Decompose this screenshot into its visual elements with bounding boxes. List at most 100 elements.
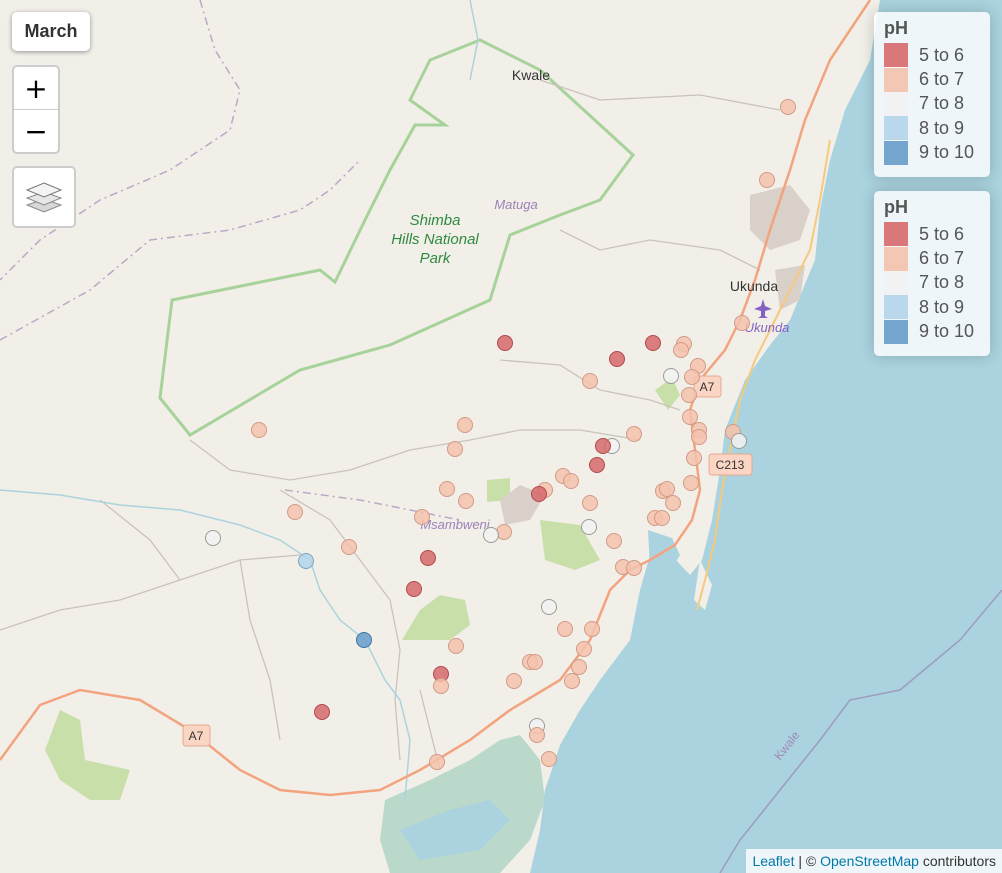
ph-marker-6-7[interactable]	[683, 475, 699, 491]
ph-marker-6-7[interactable]	[734, 315, 750, 331]
place-label-msambweni: Msambweni	[420, 517, 490, 532]
legend-label: 9 to 10	[919, 321, 975, 342]
ph-marker-5-6[interactable]	[531, 486, 547, 502]
ph-marker-6-7[interactable]	[458, 493, 474, 509]
ph-marker-5-6[interactable]	[420, 550, 436, 566]
ph-marker-9-10[interactable]	[356, 632, 372, 648]
park-patch	[45, 710, 130, 800]
ph-marker-7-8[interactable]	[205, 530, 221, 546]
ph-marker-6-7[interactable]	[251, 422, 267, 438]
attribution-suffix: contributors	[918, 853, 996, 869]
ph-marker-6-7[interactable]	[576, 641, 592, 657]
ph-marker-6-7[interactable]	[654, 510, 670, 526]
ph-marker-6-7[interactable]	[780, 99, 796, 115]
ph-marker-6-7[interactable]	[665, 495, 681, 511]
shimba-hills-boundary	[158, 38, 636, 437]
ph-marker-6-7[interactable]	[496, 524, 512, 540]
layers-button[interactable]	[12, 166, 76, 228]
legend-label: 7 to 8	[919, 93, 965, 114]
legend-label: 9 to 10	[919, 142, 975, 163]
legend-label: 8 to 9	[919, 117, 965, 138]
ph-marker-6-7[interactable]	[527, 654, 543, 670]
ph-marker-6-7[interactable]	[287, 504, 303, 520]
legend-swatch	[884, 91, 908, 116]
zoom-out-button[interactable]: −	[24, 114, 48, 148]
ph-marker-6-7[interactable]	[626, 560, 642, 576]
legend-swatch	[884, 222, 908, 247]
legend-label: 5 to 6	[919, 44, 965, 65]
ph-marker-6-7[interactable]	[557, 621, 573, 637]
legend-swatch	[884, 319, 908, 344]
ph-marker-6-7[interactable]	[506, 673, 522, 689]
svg-text:A7: A7	[700, 380, 715, 394]
ph-marker-6-7[interactable]	[582, 373, 598, 389]
ph-marker-6-7[interactable]	[684, 369, 700, 385]
ph-marker-6-7[interactable]	[691, 429, 707, 445]
park-patch	[655, 378, 680, 410]
legend-item: 5 to 6	[884, 222, 980, 247]
ph-marker-7-8[interactable]	[663, 368, 679, 384]
coastal-road	[696, 139, 831, 611]
park-patch	[540, 520, 600, 570]
ph-marker-6-7[interactable]	[439, 481, 455, 497]
ph-marker-7-8[interactable]	[483, 527, 499, 543]
mangrove-water	[400, 800, 510, 860]
admin-boundary	[0, 159, 361, 341]
legend-title: pH	[884, 18, 908, 38]
svg-text:C213: C213	[716, 458, 745, 472]
ph-marker-6-7[interactable]	[433, 678, 449, 694]
ph-marker-6-7[interactable]	[457, 417, 473, 433]
ph-marker-5-6[interactable]	[609, 351, 625, 367]
ph-marker-6-7[interactable]	[341, 539, 357, 555]
legend-swatch	[884, 295, 908, 320]
layers-stack-icon	[25, 182, 63, 213]
zoom-in-button[interactable]: +	[14, 67, 58, 110]
ph-marker-7-8[interactable]	[581, 519, 597, 535]
ph-marker-6-7[interactable]	[541, 751, 557, 767]
ph-marker-6-7[interactable]	[564, 673, 580, 689]
ph-marker-5-6[interactable]	[589, 457, 605, 473]
airport-icon	[754, 299, 772, 318]
ph-marker-5-6[interactable]	[497, 335, 513, 351]
legend-ph-2: pH 5 to 6 6 to 7 7 to 8 8 to 9 9 to 10	[874, 191, 990, 356]
ph-marker-6-7[interactable]	[563, 473, 579, 489]
ph-marker-6-7[interactable]	[582, 495, 598, 511]
ph-marker-6-7[interactable]	[659, 481, 675, 497]
ph-marker-6-7[interactable]	[673, 342, 689, 358]
ph-marker-5-6[interactable]	[645, 335, 661, 351]
road-shield-c213: C213	[708, 453, 753, 476]
urban-area	[750, 185, 810, 250]
ph-marker-5-6[interactable]	[314, 704, 330, 720]
ph-marker-6-7[interactable]	[414, 509, 430, 525]
ph-marker-5-6[interactable]	[406, 581, 422, 597]
ph-marker-6-7[interactable]	[606, 533, 622, 549]
legend-item: 9 to 10	[884, 140, 980, 165]
ph-marker-5-6[interactable]	[595, 438, 611, 454]
ph-marker-6-7[interactable]	[529, 727, 545, 743]
ph-marker-7-8[interactable]	[541, 599, 557, 615]
ph-marker-6-7[interactable]	[571, 659, 587, 675]
legend-label: 8 to 9	[919, 296, 965, 317]
openstreetmap-link[interactable]: OpenStreetMap	[820, 853, 919, 869]
ph-marker-6-7[interactable]	[448, 638, 464, 654]
legend-item: 8 to 9	[884, 295, 980, 320]
ph-marker-7-8[interactable]	[731, 433, 747, 449]
leaflet-link[interactable]: Leaflet	[752, 853, 795, 869]
ph-marker-6-7[interactable]	[626, 426, 642, 442]
ph-marker-6-7[interactable]	[682, 409, 698, 425]
ph-marker-6-7[interactable]	[584, 621, 600, 637]
road-shield-a7-north: A7	[693, 375, 722, 398]
ph-marker-8-9[interactable]	[298, 553, 314, 569]
legend-item: 7 to 8	[884, 270, 980, 295]
legend-ph-1: pH 5 to 6 6 to 7 7 to 8 8 to 9 9 to 10	[874, 12, 990, 177]
zoom-control: + −	[12, 65, 60, 154]
legend-item: 7 to 8	[884, 91, 980, 116]
legend-swatch	[884, 246, 908, 271]
ph-marker-6-7[interactable]	[681, 387, 697, 403]
ph-marker-6-7[interactable]	[686, 450, 702, 466]
ph-marker-6-7[interactable]	[759, 172, 775, 188]
ph-marker-6-7[interactable]	[429, 754, 445, 770]
ph-marker-6-7[interactable]	[447, 441, 463, 457]
